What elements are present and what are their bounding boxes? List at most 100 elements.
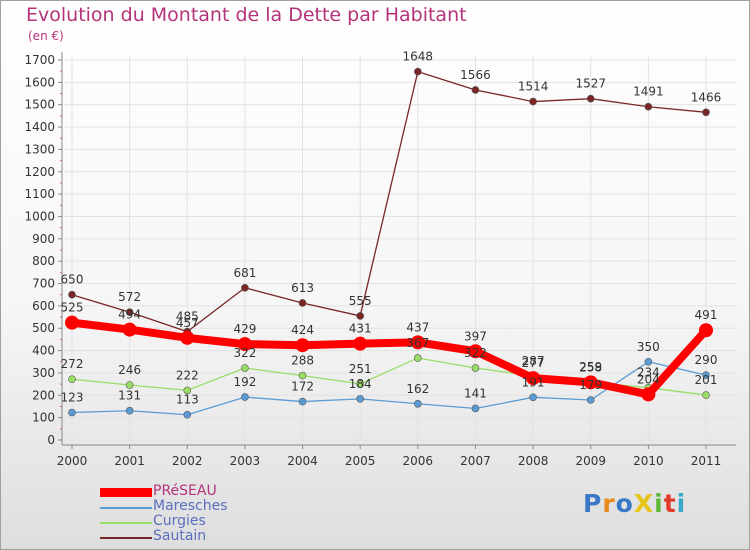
data-label: 131 (118, 389, 141, 403)
data-point (298, 371, 307, 380)
data-label: 1491 (633, 85, 664, 99)
y-tick-label: 100 (32, 411, 55, 425)
data-label: 429 (233, 322, 256, 336)
data-label: 322 (464, 346, 487, 360)
series-line (71, 318, 709, 399)
data-point (414, 354, 422, 362)
x-tick-label: 2003 (230, 454, 261, 468)
data-labels: 650 572 485 681 613 555 1648 1566 1514 1527 1491 14… (61, 50, 722, 407)
data-point (471, 364, 480, 372)
data-label: 272 (61, 357, 84, 371)
data-label: 201 (695, 373, 718, 387)
data-label: 172 (291, 380, 314, 394)
data-point (526, 371, 541, 386)
data-point (586, 396, 595, 404)
data-point (644, 357, 653, 366)
data-point (65, 315, 79, 330)
x-tick-label: 2006 (403, 454, 434, 468)
series-line (71, 361, 707, 416)
x-tick-label: 2008 (518, 454, 549, 468)
data-point (295, 338, 310, 353)
legend-label: Maresches (153, 498, 228, 514)
data-label: 287 (522, 354, 545, 368)
data-point (583, 375, 598, 390)
x-tick-label: 2000 (57, 454, 88, 468)
data-point (122, 322, 137, 337)
data-point (471, 404, 480, 413)
legend-swatch (100, 537, 152, 539)
y-tick-label: 1300 (24, 142, 55, 156)
y-tick-label: 600 (32, 299, 55, 313)
data-label: 431 (349, 322, 372, 336)
data-point (68, 290, 76, 299)
data-label: 485 (176, 310, 199, 324)
x-tick-label: 2010 (633, 454, 664, 468)
data-label: 367 (406, 336, 429, 350)
x-tick-label: 2002 (172, 454, 203, 468)
data-point (529, 393, 537, 402)
y-tick-label: 1600 (24, 75, 55, 89)
data-label: 259 (579, 360, 602, 374)
data-point (183, 410, 192, 419)
y-tick-label: 1000 (24, 209, 55, 223)
y-tick-label: 300 (32, 366, 55, 380)
y-tick-label: 800 (32, 254, 55, 268)
data-label: 123 (61, 391, 84, 405)
data-label: 494 (118, 308, 141, 322)
data-label: 290 (695, 353, 718, 367)
data-point (468, 344, 483, 359)
y-tick-label: 1700 (24, 53, 55, 67)
data-label: 491 (695, 308, 718, 322)
data-point (68, 375, 76, 384)
y-tick-label: 200 (32, 388, 55, 402)
x-tick-label: 2001 (114, 454, 145, 468)
data-point (125, 406, 134, 415)
data-point (586, 94, 595, 103)
data-label: 191 (522, 375, 545, 389)
data-label: 288 (291, 354, 314, 368)
data-label: 192 (233, 375, 256, 389)
data-point (183, 386, 192, 395)
y-tick-label: 500 (32, 321, 55, 335)
data-label: 437 (406, 320, 429, 334)
data-point (356, 312, 364, 320)
data-point (241, 283, 249, 292)
legend-swatch (100, 507, 152, 509)
data-label: 1514 (518, 80, 549, 94)
grid-lines (64, 55, 736, 441)
x-tick-label: 2004 (287, 454, 318, 468)
data-point (298, 299, 307, 307)
data-label: 424 (291, 323, 314, 337)
legend-swatch (100, 522, 152, 524)
legend-swatch (100, 488, 152, 497)
data-point (125, 308, 134, 316)
data-label: 251 (349, 362, 372, 376)
data-label: 222 (176, 368, 199, 382)
series-lines (65, 67, 713, 419)
chart-subtitle: (en €) (28, 29, 64, 43)
data-point (180, 330, 195, 345)
data-point (356, 395, 364, 403)
data-point (644, 102, 653, 111)
x-tick-label: 2009 (575, 454, 606, 468)
data-point (298, 397, 307, 406)
axes: 0 100 200 300 400 500 600 700 800 900 1000 1100 1200… (24, 52, 736, 468)
data-label: 234 (637, 366, 660, 380)
legend-label: Sautain (153, 528, 207, 544)
data-point (414, 67, 422, 76)
data-label: 184 (349, 377, 372, 391)
y-tick-label: 1100 (24, 187, 55, 201)
data-point (414, 399, 422, 408)
y-tick-label: 700 (32, 277, 55, 291)
data-point (702, 371, 710, 379)
data-point (241, 393, 249, 401)
data-point (353, 336, 368, 351)
legend-label: Curgies (153, 513, 206, 529)
data-point (356, 380, 364, 388)
data-label: 1566 (460, 68, 491, 82)
x-tick-label: 2005 (345, 454, 376, 468)
series-line (71, 70, 707, 333)
y-tick-label: 1500 (24, 98, 55, 112)
